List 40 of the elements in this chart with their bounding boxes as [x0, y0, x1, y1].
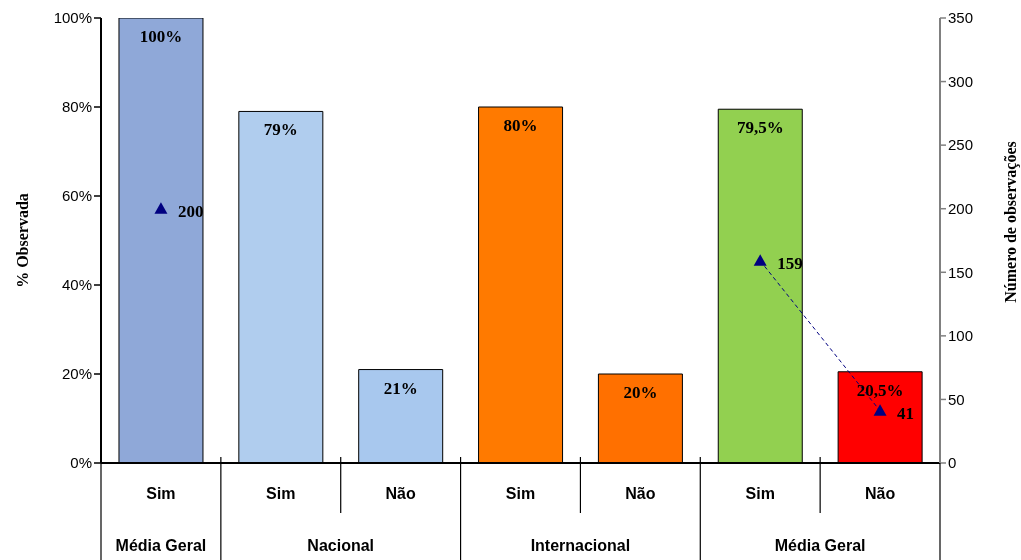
- y2-tick-label: 0: [948, 454, 957, 472]
- point: [154, 202, 168, 214]
- text: Nacional: [307, 537, 375, 554]
- point: [753, 254, 767, 266]
- y2-tick-label: 50: [948, 390, 965, 408]
- data-label: 20,5%: [856, 380, 904, 400]
- y-tick-label: 40%: [61, 276, 92, 294]
- y2-tick-label: 350: [948, 9, 974, 27]
- y2-axis-title: Número de observações: [1001, 141, 1020, 303]
- data-label: 20%: [623, 383, 658, 402]
- data-label: 159: [777, 253, 803, 273]
- x-tick-label: Não: [864, 485, 896, 502]
- y2-tick-label: 150: [948, 263, 974, 281]
- text: Média Geral: [115, 537, 207, 554]
- x-tick-label: Sim: [505, 485, 536, 502]
- x-tick-label: Não: [625, 485, 656, 502]
- data-label: 100%: [139, 27, 183, 46]
- data-label: 79,5%: [736, 118, 784, 138]
- data-label: 79%: [263, 120, 298, 140]
- x-tick-label: Sim: [266, 485, 296, 502]
- data-label: 41: [897, 403, 915, 423]
- y-tick-label: 0%: [70, 454, 92, 472]
- data-label: 80%: [503, 116, 538, 135]
- y-tick-label: 60%: [61, 187, 92, 205]
- y2-tick-label: 250: [948, 136, 974, 154]
- y-axis-title: % Observada: [13, 193, 31, 288]
- y2-tick-label: 200: [948, 200, 974, 218]
- y-tick-label: 80%: [61, 98, 92, 116]
- x-tick-label: Não: [385, 485, 416, 502]
- data-label: 21%: [383, 378, 418, 398]
- y-tick-label: 20%: [61, 365, 92, 383]
- y-tick-label: 100%: [53, 9, 92, 27]
- x-tick-label: Sim: [745, 485, 775, 502]
- x-tick-label: Sim: [146, 485, 176, 502]
- text: Internacional: [530, 537, 631, 554]
- y2-tick-label: 300: [948, 72, 974, 90]
- text: Média Geral: [774, 537, 866, 554]
- data-label: 200: [177, 201, 204, 221]
- y2-tick-label: 100: [948, 327, 974, 345]
- point: [873, 404, 887, 416]
